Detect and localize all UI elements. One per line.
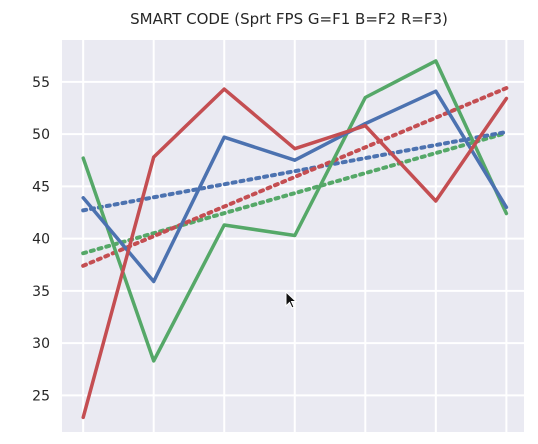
mouse-pointer-icon xyxy=(285,290,298,309)
series-line-0 xyxy=(81,59,509,363)
trend-line-0 xyxy=(81,131,509,256)
y-tick-label: 30 xyxy=(32,336,50,352)
series-line-2 xyxy=(81,87,509,420)
y-tick-label: 40 xyxy=(32,232,50,248)
series-lines xyxy=(81,59,509,420)
y-tick-label: 45 xyxy=(32,179,50,195)
trend-line-1 xyxy=(81,129,509,213)
chart-title: SMART CODE (Sprt FPS G=F1 B=F2 R=F3) xyxy=(130,10,448,28)
y-tick-label: 25 xyxy=(32,388,50,404)
y-tick-label: 55 xyxy=(32,75,50,91)
y-tick-label: 50 xyxy=(32,127,50,143)
trend-line-2 xyxy=(81,86,509,268)
y-tick-labels: 25 30 35 40 45 50 55 xyxy=(32,75,50,405)
y-tick-label: 35 xyxy=(32,284,50,300)
series-line-1 xyxy=(81,89,509,284)
trend-lines xyxy=(81,86,509,268)
